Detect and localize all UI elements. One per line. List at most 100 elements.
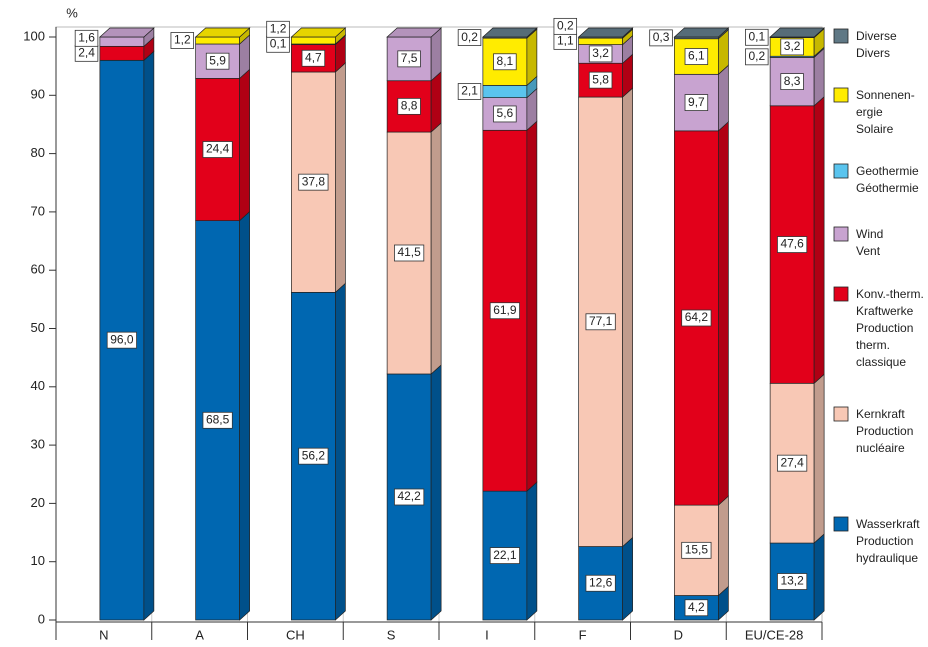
legend-label: hydraulique bbox=[856, 551, 918, 565]
value-label: 8,1 bbox=[497, 54, 514, 68]
y-tick-label: 40 bbox=[31, 378, 45, 393]
value-label-box bbox=[684, 48, 709, 65]
bar-top bbox=[769, 27, 826, 38]
legend-label: Sonnenen- bbox=[856, 88, 915, 102]
x-tick-label: D bbox=[674, 627, 683, 642]
value-label-group: 47,6 bbox=[777, 236, 808, 253]
value-label: 3,2 bbox=[784, 39, 801, 53]
value-label-box bbox=[745, 48, 769, 66]
value-label: 4,7 bbox=[305, 50, 322, 64]
x-tick-label: F bbox=[579, 627, 587, 642]
legend-label: Divers bbox=[856, 46, 890, 60]
value-label: 68,5 bbox=[206, 412, 230, 426]
value-label-group: 13,2 bbox=[777, 573, 808, 590]
value-label: 8,8 bbox=[401, 99, 418, 113]
value-label-group: 56,2 bbox=[298, 447, 329, 465]
legend-swatch bbox=[833, 406, 849, 422]
value-label-group: 4,7 bbox=[301, 49, 326, 67]
value-label-group: 8,3 bbox=[780, 73, 804, 90]
value-label-group: 15,5 bbox=[681, 541, 712, 559]
bar-side bbox=[430, 122, 442, 375]
legend-label: Kernkraft bbox=[856, 407, 905, 421]
value-label-group: 4,2 bbox=[684, 599, 709, 617]
value-label-group: 2,4 bbox=[74, 44, 99, 62]
bar-top bbox=[194, 27, 251, 38]
value-label-group: 7,5 bbox=[397, 50, 421, 68]
legend-swatch bbox=[833, 87, 849, 103]
value-label: 61,9 bbox=[493, 303, 517, 317]
bar-segment bbox=[578, 37, 623, 45]
value-label: 22,1 bbox=[493, 548, 517, 562]
value-label-group: 3,2 bbox=[780, 38, 804, 56]
value-label-box bbox=[394, 488, 425, 506]
x-tick-label: I bbox=[485, 627, 489, 642]
value-label: 1,6 bbox=[78, 30, 95, 44]
value-label: 0,1 bbox=[270, 36, 287, 50]
value-label-box bbox=[588, 71, 613, 89]
value-label-group: 0,1 bbox=[266, 35, 290, 53]
value-label-box bbox=[777, 573, 808, 590]
value-label: 2,1 bbox=[461, 84, 478, 98]
value-label: 77,1 bbox=[589, 314, 613, 328]
value-label-box bbox=[553, 17, 578, 35]
x-tick-label: N bbox=[99, 627, 108, 642]
legend-label: Wind bbox=[856, 227, 883, 241]
y-tick-label: 90 bbox=[31, 87, 45, 102]
value-label-group: 27,4 bbox=[777, 454, 808, 472]
bar-segment bbox=[482, 85, 528, 98]
value-label: 42,2 bbox=[397, 489, 421, 503]
bar-side bbox=[622, 536, 633, 621]
y-tick-label: 60 bbox=[31, 262, 45, 277]
value-label: 12,6 bbox=[589, 575, 613, 589]
value-label-box bbox=[777, 454, 808, 472]
value-label-box bbox=[493, 105, 517, 123]
value-label: 15,5 bbox=[685, 543, 709, 557]
value-label-group: 64,2 bbox=[681, 309, 712, 327]
legend-label: classique bbox=[856, 355, 906, 369]
value-label-box bbox=[777, 236, 808, 253]
bar-side bbox=[813, 533, 825, 621]
legend-label: Géothermie bbox=[856, 181, 919, 195]
bar-segment bbox=[99, 45, 145, 61]
bar-top bbox=[386, 27, 443, 38]
value-label-group: 77,1 bbox=[585, 313, 616, 331]
value-label-group: 68,5 bbox=[202, 411, 233, 429]
value-label-box bbox=[489, 547, 520, 564]
legend-label: Production bbox=[856, 534, 913, 548]
bar-side bbox=[622, 87, 633, 548]
bar-side bbox=[335, 282, 346, 621]
value-label-box bbox=[684, 599, 709, 617]
bar-top bbox=[577, 27, 634, 38]
bar-side bbox=[813, 373, 825, 544]
value-label-group: 5,8 bbox=[588, 71, 613, 89]
value-label: 8,3 bbox=[784, 74, 801, 88]
value-label-group: 0,2 bbox=[457, 29, 482, 46]
value-label-group: 1,1 bbox=[553, 32, 578, 50]
legend-label: Production bbox=[856, 424, 913, 438]
value-label-box bbox=[780, 73, 804, 90]
value-label-box bbox=[457, 83, 482, 100]
y-tick-label: 80 bbox=[31, 145, 45, 160]
legend-label: Production bbox=[856, 321, 913, 335]
legend-label: Kraftwerke bbox=[856, 304, 914, 318]
value-label: 47,6 bbox=[780, 237, 804, 251]
y-tick-label: 20 bbox=[31, 495, 45, 510]
value-label-group: 0,1 bbox=[745, 28, 769, 46]
value-label: 0,2 bbox=[748, 49, 765, 63]
bar-side bbox=[718, 495, 729, 597]
value-label-box bbox=[681, 309, 712, 327]
value-label: 7,5 bbox=[401, 51, 418, 65]
x-tick-label: A bbox=[195, 627, 204, 642]
bar-top bbox=[481, 27, 538, 38]
value-label-group: 22,1 bbox=[489, 547, 520, 564]
value-label-group: 0,2 bbox=[745, 48, 769, 66]
value-label: 13,2 bbox=[780, 574, 804, 588]
value-label-box bbox=[205, 52, 230, 70]
bar-side bbox=[526, 28, 538, 87]
value-label-group: 42,2 bbox=[394, 488, 425, 506]
value-label-group: 5,6 bbox=[493, 105, 517, 123]
legend-label: Diverse bbox=[856, 29, 897, 43]
y-tick-label: 50 bbox=[31, 320, 45, 335]
value-label-box bbox=[457, 29, 482, 46]
